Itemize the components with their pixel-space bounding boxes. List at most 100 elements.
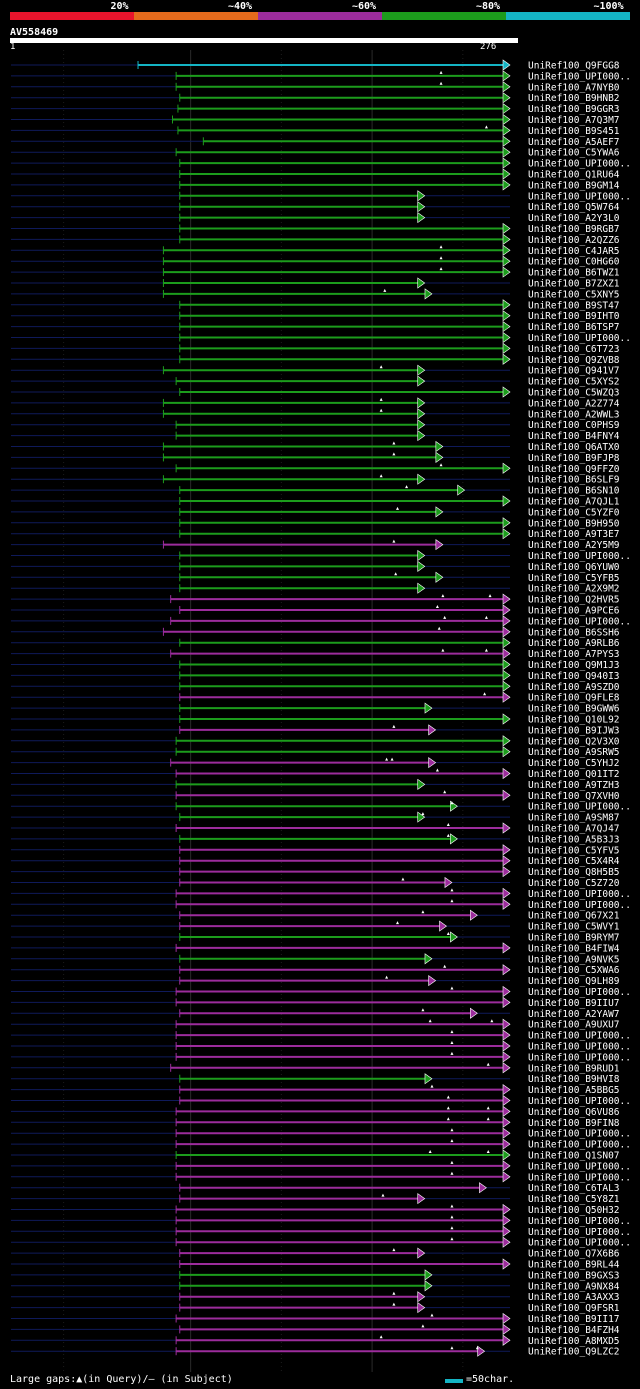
hit-row: UniRef100_UPI000.. [11, 1127, 631, 1140]
hit-row: UniRef100_B6SLF9 [11, 473, 620, 486]
hit-end-arrow [502, 81, 511, 93]
hit-row: UniRef100_Q9M1J3 [11, 658, 620, 671]
hit-end-arrow [428, 975, 437, 987]
hit-row: UniRef100_A9RLB6 [11, 637, 620, 649]
hit-row: UniRef100_B9IJW3 [11, 724, 620, 736]
legend-label: ~80% [476, 1, 501, 12]
hit-row: UniRef100_C5YFV5 [11, 844, 620, 856]
hit-label: UniRef100_C5Z720 [528, 878, 620, 889]
hit-row: UniRef100_A2Z774 [11, 397, 620, 409]
hit-row: UniRef100_Q940I3 [11, 669, 620, 682]
hit-label: UniRef100_C5YFV5 [528, 845, 620, 856]
hit-end-arrow [502, 1171, 511, 1183]
query-gap-marker [439, 81, 443, 85]
hit-end-arrow [417, 1247, 426, 1259]
hit-end-arrow [502, 713, 511, 725]
hit-label: UniRef100_B9RYM7 [528, 933, 620, 944]
hit-end-arrow [502, 767, 511, 780]
hit-label: UniRef100_C4JAR5 [528, 246, 620, 257]
hit-row: UniRef100_B9GWW6 [11, 702, 620, 715]
hit-label: UniRef100_Q01IT2 [528, 769, 620, 780]
query-gap-marker [392, 441, 396, 445]
hit-row: UniRef100_Q9FLE8 [11, 691, 620, 704]
hit-end-arrow [424, 1073, 433, 1085]
hit-label: UniRef100_UPI000.. [528, 191, 631, 202]
hit-end-arrow [417, 1302, 426, 1314]
hit-label: UniRef100_A2Y5M9 [528, 540, 620, 551]
hit-label: UniRef100_Q7XVH0 [528, 791, 620, 802]
hit-label: UniRef100_A9RLB6 [528, 638, 620, 649]
hit-label: UniRef100_A2YAW7 [528, 1009, 620, 1020]
hit-row: UniRef100_Q9LH89 [11, 975, 620, 987]
hit-label: UniRef100_C5YHJ2 [528, 758, 620, 769]
hit-end-arrow [502, 462, 511, 474]
hit-label: UniRef100_Q7X6B6 [528, 1249, 620, 1260]
hit-label: UniRef100_Q1SN07 [528, 1151, 620, 1162]
hit-row: UniRef100_B4FZH4 [11, 1323, 620, 1336]
hit-row: UniRef100_UPI000.. [11, 1051, 631, 1063]
hit-end-arrow [435, 440, 444, 453]
hit-row: UniRef100_B9ST47 [11, 299, 620, 311]
hit-end-arrow [417, 549, 426, 562]
hit-label: UniRef100_A2WWL3 [528, 409, 620, 420]
legend-label: 20% [110, 1, 129, 12]
hit-row: UniRef100_A9PCE6 [11, 604, 620, 617]
hit-row: UniRef100_A7NYB0 [11, 81, 620, 93]
hit-row: UniRef100_C6TAL3 [11, 1182, 620, 1194]
query-gap-marker [443, 615, 447, 619]
hit-end-arrow [502, 1029, 511, 1041]
query-gap-marker [450, 1051, 454, 1055]
hit-end-arrow [502, 386, 511, 398]
hit-end-arrow [502, 103, 511, 115]
query-gap-marker [441, 594, 445, 598]
query-gap-marker [392, 724, 396, 728]
hit-label: UniRef100_UPI000.. [528, 1129, 631, 1140]
hit-end-arrow [502, 637, 511, 649]
hit-end-arrow [417, 277, 426, 289]
hit-label: UniRef100_Q6VU86 [528, 1107, 620, 1118]
hit-row: UniRef100_C0HG60 [11, 255, 620, 268]
hit-label: UniRef100_Q9FFZ0 [528, 464, 620, 475]
hit-label: UniRef100_B9IIU7 [528, 998, 620, 1009]
hit-label: UniRef100_UPI000.. [528, 889, 631, 900]
query-gap-marker [486, 1062, 490, 1066]
hit-label: UniRef100_B9S451 [528, 126, 620, 137]
hit-row: UniRef100_A9NVK5 [11, 953, 620, 965]
query-gap-marker [441, 648, 445, 652]
legend-segment [10, 12, 134, 20]
hit-row: UniRef100_C5YFB5 [11, 571, 620, 584]
hit-end-arrow [417, 560, 426, 572]
query-gap-marker [379, 365, 383, 369]
query-gap-marker [484, 125, 488, 129]
hit-label: UniRef100_C6T723 [528, 344, 620, 355]
hit-end-arrow [502, 1225, 511, 1237]
query-gap-marker [450, 1171, 454, 1175]
hit-label: UniRef100_A7PYS3 [528, 649, 620, 660]
hit-row: UniRef100_A2X9M2 [11, 582, 620, 595]
hit-row: UniRef100_A7QJ47 [11, 822, 620, 835]
hit-label: UniRef100_A8MXD5 [528, 1336, 620, 1347]
hit-row: UniRef100_B9HNB2 [11, 92, 620, 104]
legend-label: ~40% [228, 1, 253, 12]
query-gap-marker [395, 921, 399, 925]
hit-label: UniRef100_A2QZZ6 [528, 235, 620, 246]
hit-end-arrow [502, 1160, 511, 1172]
hit-label: UniRef100_A9SM87 [528, 813, 620, 824]
hit-label: UniRef100_C5XYS2 [528, 377, 620, 388]
hit-row: UniRef100_Q7XVH0 [11, 789, 620, 802]
query-gap-marker [450, 1030, 454, 1034]
hit-label: UniRef100_C5WZQ3 [528, 388, 620, 399]
hit-row: UniRef100_Q5W764 [11, 201, 620, 213]
hit-end-arrow [502, 658, 511, 671]
hit-label: UniRef100_UPI000.. [528, 900, 631, 911]
hit-end-arrow [502, 789, 511, 801]
hit-row: UniRef100_A2Y5M9 [11, 539, 620, 551]
hit-row: UniRef100_UPI000.. [11, 985, 631, 998]
hit-row: UniRef100_Q50H32 [11, 1203, 620, 1216]
hit-row: UniRef100_A2WWL3 [11, 408, 620, 420]
query-gap-marker [450, 1204, 454, 1208]
hit-end-arrow [502, 92, 511, 104]
hit-row: UniRef100_A2QZZ6 [11, 233, 620, 246]
hit-end-arrow [502, 691, 511, 703]
